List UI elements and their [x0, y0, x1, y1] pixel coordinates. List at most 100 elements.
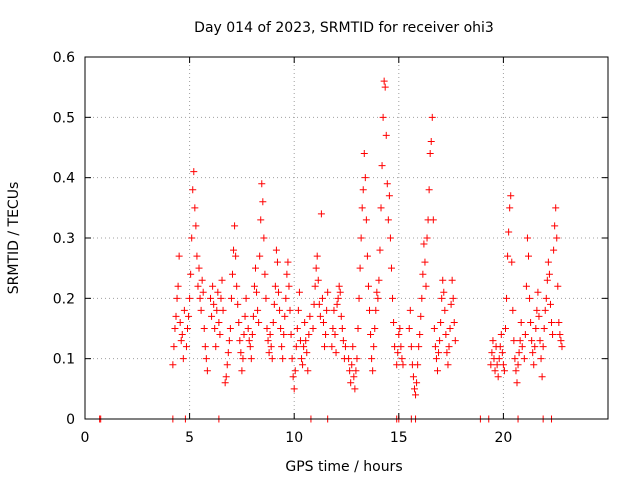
data-point [507, 192, 515, 200]
data-point [548, 318, 556, 326]
data-point [328, 343, 336, 351]
data-point [261, 270, 269, 278]
data-point [410, 385, 418, 393]
data-point [346, 367, 354, 375]
data-point [248, 331, 256, 339]
data-point [389, 294, 397, 302]
data-point [527, 318, 535, 326]
data-point [305, 331, 313, 339]
data-point [285, 282, 293, 290]
data-point [251, 264, 259, 272]
data-point [521, 331, 529, 339]
data-point [317, 210, 325, 218]
data-point [533, 306, 541, 314]
data-point [309, 325, 317, 332]
data-point [379, 113, 387, 121]
data-point [339, 337, 347, 345]
data-point [506, 204, 514, 212]
data-point [396, 325, 404, 332]
data-point [249, 312, 257, 320]
data-point [233, 282, 241, 290]
data-point [281, 312, 289, 320]
data-point [235, 318, 243, 326]
data-point [301, 318, 309, 326]
data-point [513, 379, 521, 387]
data-point [501, 325, 509, 332]
data-point [214, 288, 222, 296]
data-point [446, 325, 454, 332]
data-point [415, 343, 423, 351]
data-point [198, 276, 206, 284]
data-point [171, 325, 179, 332]
data-point [385, 192, 393, 200]
data-point [284, 258, 292, 266]
data-point [203, 367, 211, 375]
data-point [288, 355, 296, 363]
data-point [329, 325, 337, 332]
data-point [316, 312, 324, 320]
data-point [350, 373, 358, 381]
data-point [518, 343, 526, 351]
data-point [338, 325, 346, 332]
data-point [213, 306, 221, 314]
data-point [375, 276, 383, 284]
data-point [263, 325, 271, 332]
data-point [361, 174, 369, 182]
data-point [272, 246, 280, 254]
data-point [239, 355, 247, 363]
data-point [439, 276, 447, 284]
data-point [349, 343, 357, 351]
data-point [298, 355, 306, 363]
data-point [293, 325, 301, 332]
data-point [362, 216, 370, 224]
data-point [175, 252, 183, 260]
data-point [226, 325, 234, 332]
data-point [237, 349, 245, 357]
data-point [390, 318, 398, 326]
data-point [434, 367, 442, 375]
data-point [283, 270, 291, 278]
data-point [442, 331, 450, 339]
data-point [224, 349, 232, 357]
data-point [378, 162, 386, 170]
data-point [176, 318, 184, 326]
data-point [312, 264, 320, 272]
data-point [253, 288, 261, 296]
data-point [337, 312, 345, 320]
data-point [185, 312, 193, 320]
data-point [551, 222, 559, 230]
data-point [299, 361, 307, 369]
data-point [497, 331, 505, 339]
data-point [278, 343, 286, 351]
data-point [529, 349, 537, 357]
data-point [397, 343, 405, 351]
data-point [245, 337, 253, 345]
data-point [377, 204, 385, 212]
data-point [358, 204, 366, 212]
chart-text: Day 014 of 2023, SRMTID for receiver ohi… [6, 20, 494, 475]
data-point [489, 337, 497, 345]
data-point [306, 312, 314, 320]
data-point [526, 294, 534, 302]
data-point [394, 349, 402, 357]
data-point [217, 294, 225, 302]
data-point [348, 361, 356, 369]
data-point [259, 198, 267, 206]
data-point [187, 270, 195, 278]
data-point [268, 355, 276, 363]
data-point [423, 234, 431, 242]
data-point [503, 294, 511, 302]
data-point [295, 288, 303, 296]
data-point [178, 331, 186, 339]
data-point [200, 325, 208, 332]
data-point [314, 276, 322, 284]
data-point [532, 325, 540, 332]
data-point [255, 318, 263, 326]
data-point [552, 204, 560, 212]
data-point [186, 294, 194, 302]
data-point [430, 325, 438, 332]
data-point [294, 306, 302, 314]
data-point [381, 83, 389, 91]
data-point [311, 282, 319, 290]
data-point [372, 306, 380, 314]
